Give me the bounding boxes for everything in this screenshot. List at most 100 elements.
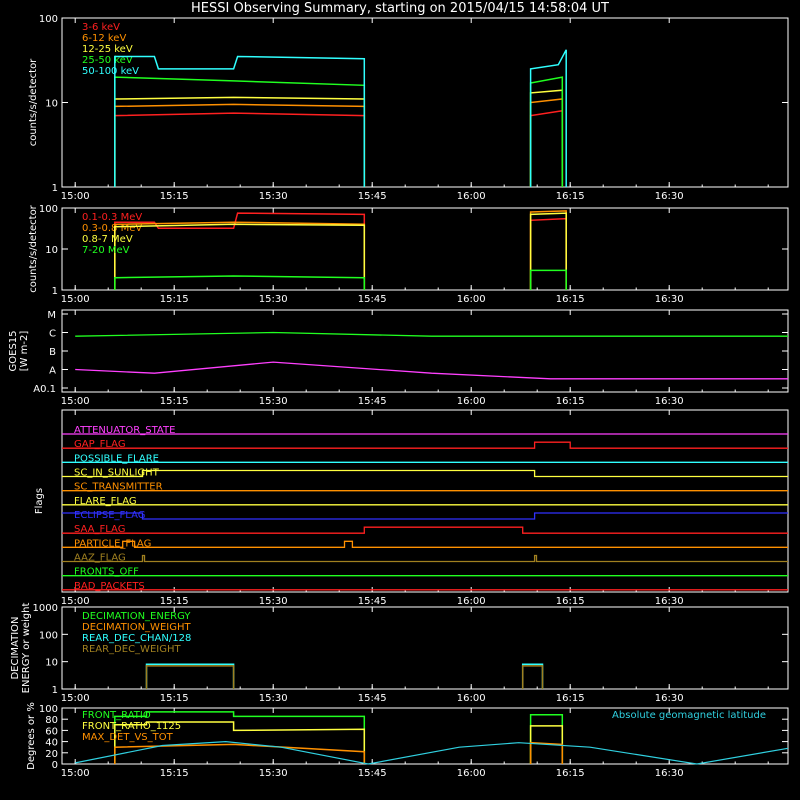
x-tick-label: 15:30 xyxy=(259,191,288,202)
x-tick-label: 16:00 xyxy=(457,768,486,779)
x-tick-label: 16:00 xyxy=(457,693,486,704)
y-tick-label: 60 xyxy=(45,726,58,737)
series-line-3-1 xyxy=(521,665,544,689)
flag-label-11: BAD_PACKETS xyxy=(74,581,145,592)
series-line-3-1 xyxy=(529,76,564,187)
series-line-3-0 xyxy=(145,665,235,689)
ratio-series-0-1 xyxy=(529,713,564,764)
y-tick-label: 20 xyxy=(45,749,58,760)
y-tick-label: 10 xyxy=(45,658,58,669)
y-axis-label-4: ENERGY or weight xyxy=(21,603,32,694)
flag-label-7: SAA_FLAG xyxy=(74,524,125,535)
x-tick-label: 16:30 xyxy=(655,596,684,607)
goes-class-label: A xyxy=(49,366,56,377)
series-line-3-1 xyxy=(529,269,567,290)
x-tick-label: 15:15 xyxy=(160,191,189,202)
flag-line-1 xyxy=(62,441,788,449)
x-tick-label: 15:45 xyxy=(358,191,387,202)
ratio-series-2-0 xyxy=(114,743,366,764)
y-axis-label-4: DECIMATION xyxy=(10,616,21,679)
y-tick-label: 1 xyxy=(52,183,58,194)
x-tick-label: 16:30 xyxy=(655,191,684,202)
x-tick-label: 15:15 xyxy=(160,693,189,704)
panel-frame-0 xyxy=(61,17,789,188)
ratio-series-2-1 xyxy=(529,741,564,764)
y-tick-label: 1 xyxy=(52,286,58,297)
x-tick-label: 15:45 xyxy=(358,768,387,779)
ratio-series-0-0 xyxy=(114,711,366,764)
x-tick-label: 16:00 xyxy=(457,596,486,607)
x-tick-label: 15:15 xyxy=(160,396,189,407)
goes-series-1 xyxy=(75,361,788,380)
x-tick-label: 15:15 xyxy=(160,294,189,305)
chart-title: HESSI Observing Summary, starting on 201… xyxy=(191,1,609,16)
legend-entry: 0.3-0.8 MeV xyxy=(82,223,142,234)
y-tick-label: 100 xyxy=(39,14,58,25)
ratio-series-1-0 xyxy=(114,721,366,764)
legend-entry: 50-100 keV xyxy=(82,66,139,77)
series-line-4-0 xyxy=(114,55,366,187)
flag-label-2: POSSIBLE_FLARE xyxy=(74,453,159,464)
x-tick-label: 16:30 xyxy=(655,294,684,305)
goes-class-label: A0.1 xyxy=(33,384,56,395)
flag-label-10: FRONTS_OFF xyxy=(74,567,139,578)
y-tick-label: 100 xyxy=(39,704,58,715)
x-tick-label: 16:15 xyxy=(556,768,585,779)
x-tick-label: 15:00 xyxy=(61,191,90,202)
x-tick-label: 16:15 xyxy=(556,294,585,305)
x-tick-label: 15:30 xyxy=(259,294,288,305)
flag-label-4: SC_TRANSMITTER xyxy=(74,482,163,493)
panel-frame-1 xyxy=(61,207,789,291)
flag-line-9 xyxy=(62,554,788,563)
x-tick-label: 15:00 xyxy=(61,294,90,305)
legend-entry: 3-6 keV xyxy=(82,22,120,33)
legend-entry: MAX_DET_VS_TOT xyxy=(82,732,174,743)
series-line-2-0 xyxy=(114,96,366,187)
y-tick-label: 1000 xyxy=(33,603,58,614)
series-line-1-1 xyxy=(529,98,564,187)
y-tick-label: 40 xyxy=(45,738,58,749)
x-tick-label: 16:15 xyxy=(556,191,585,202)
series-line-1-1 xyxy=(529,210,567,290)
x-tick-label: 15:45 xyxy=(358,693,387,704)
flag-label-9: AAZ_FLAG xyxy=(74,553,126,564)
flag-label-1: GAP_FLAG xyxy=(74,439,126,450)
panel-frame-3 xyxy=(61,409,789,593)
x-tick-label: 15:00 xyxy=(61,596,90,607)
series-line-2-1 xyxy=(529,212,567,290)
panel-frame-4 xyxy=(61,606,789,690)
series-line-2-0 xyxy=(145,663,235,689)
legend-entry: 25-50 keV xyxy=(82,55,133,66)
x-tick-label: 15:00 xyxy=(61,396,90,407)
x-tick-label: 15:45 xyxy=(358,596,387,607)
y-axis-label-5: Degrees or % xyxy=(26,702,37,770)
y-axis-label-2: [W m-2] xyxy=(19,331,30,372)
legend-entry: 0.8-7 MeV xyxy=(82,234,133,245)
goes-class-label: B xyxy=(49,347,56,358)
series-line-1-0 xyxy=(114,221,366,290)
series-line-0-0 xyxy=(114,212,366,290)
x-tick-label: 15:00 xyxy=(61,768,90,779)
series-line-0-1 xyxy=(529,217,567,290)
annotation-text: Absolute geomagnetic latitude xyxy=(612,710,766,721)
x-tick-label: 16:30 xyxy=(655,396,684,407)
x-tick-label: 15:45 xyxy=(358,396,387,407)
y-axis-label-0: counts/s/detector xyxy=(28,58,39,146)
goes-class-label: M xyxy=(47,310,56,321)
legend-entry: FRONT_RATIO_1125 xyxy=(82,721,181,732)
x-tick-label: 16:15 xyxy=(556,693,585,704)
x-tick-label: 15:00 xyxy=(61,693,90,704)
y-tick-label: 1 xyxy=(52,685,58,696)
y-axis-label-2: GOES15 xyxy=(8,330,19,371)
series-line-1-0 xyxy=(114,103,366,187)
y-tick-label: 100 xyxy=(39,630,58,641)
flag-line-8 xyxy=(62,540,788,548)
legend-entry: 7-20 MeV xyxy=(82,245,130,256)
series-line-2-0 xyxy=(114,223,366,290)
y-axis-label-1: counts/s/detector xyxy=(28,204,39,292)
x-tick-label: 16:15 xyxy=(556,396,585,407)
panel-frame-2 xyxy=(61,309,789,393)
x-tick-label: 15:30 xyxy=(259,596,288,607)
goes-series-0 xyxy=(75,331,788,337)
